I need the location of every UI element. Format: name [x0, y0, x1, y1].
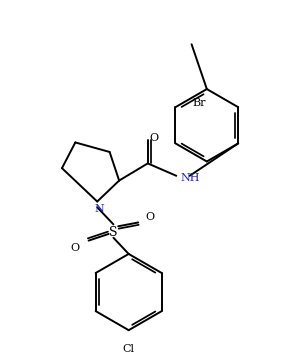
Text: O: O: [149, 133, 158, 143]
Text: Br: Br: [193, 98, 206, 108]
Text: S: S: [109, 227, 118, 239]
Text: Cl: Cl: [123, 343, 135, 354]
Text: N: N: [94, 204, 104, 214]
Text: O: O: [145, 212, 154, 222]
Text: NH: NH: [180, 173, 200, 183]
Text: O: O: [71, 243, 80, 253]
